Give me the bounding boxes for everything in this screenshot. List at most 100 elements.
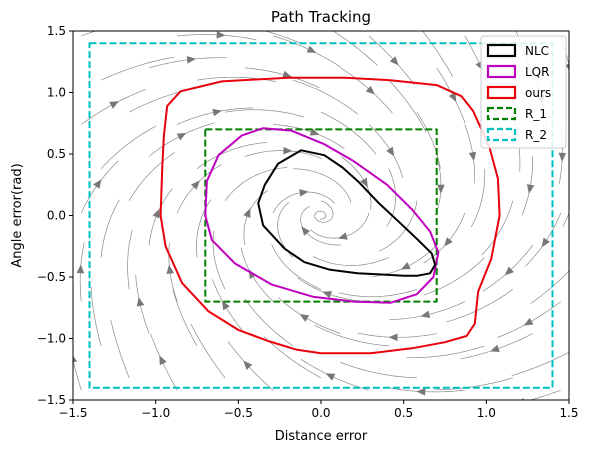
streamline [100,125,157,170]
chart-title: Path Tracking [271,8,371,26]
flow-arrow-icon [176,132,187,141]
flow-arrow-icon [216,31,226,39]
legend-label: LQR [525,65,549,79]
flow-arrow-icon [299,314,310,322]
legend-swatch [486,43,517,58]
flow-arrow-icon [504,266,514,276]
streamline [263,31,301,44]
flow-arrow-icon [301,226,310,236]
streamline [271,244,322,290]
streamline [90,286,102,346]
y-axis-label: Angle error(rad) [10,163,25,267]
streamline [530,270,569,304]
streamline [320,111,377,155]
streamline [128,152,175,201]
y-axis: −1.5 −1.0 −0.5 0.0 0.5 1.0 1.5 [37,24,73,407]
flow-arrow-icon [212,108,222,117]
flow-arrow-icon [416,387,426,396]
y-tick-label: −1.0 [37,332,66,346]
streamline [244,298,294,347]
streamline [314,200,334,223]
flow-arrow-icon [322,291,333,299]
streamline [511,351,569,377]
streamline [313,256,389,266]
x-tick-label: −0.5 [224,406,253,420]
legend-swatch [486,85,517,100]
flow-arrow-icon [448,92,457,103]
streamline [127,229,133,290]
x-axis-label: Distance error [275,429,368,444]
streamline [314,324,389,347]
flow-arrow-icon [136,297,145,307]
legend-label: ours [525,86,551,100]
streamline [172,289,198,347]
legend: NLC LQR ours R_1 R_2 [480,35,567,149]
flow-arrow-icon [388,333,398,342]
flow-arrow-icon [152,208,160,219]
x-tick-label: −1.0 [141,406,170,420]
flow-arrow-icon [526,184,535,194]
flow-arrow-icon [437,184,445,194]
series-r-2-line [88,42,554,389]
streamline [481,200,514,256]
streamline [263,336,322,379]
y-tick-label: 0.0 [47,209,66,223]
streamline [292,168,352,203]
flow-arrow-icon [541,237,550,248]
flow-arrow-icon [299,189,309,197]
streamline [190,323,226,379]
y-tick-label: 1.5 [47,24,66,38]
streamline [338,288,418,298]
flow-arrow-icon [468,151,477,162]
streamline [470,168,486,228]
flow-arrow-icon [159,355,167,366]
flow-arrow-icon [444,237,453,247]
flow-arrow-icon [360,177,368,188]
flow-arrow-icon [400,262,411,270]
streamline [225,109,304,118]
flow-arrow-icon [386,146,395,157]
flow-arrow-icon [490,344,500,352]
legend-swatch [486,64,517,79]
flow-arrow-icon [306,45,317,53]
y-tick-label: 1.0 [47,86,66,100]
x-tick-label: 0.0 [311,406,330,420]
series-lqr-line [204,127,440,304]
streamline [340,361,417,379]
flow-arrow-icon [337,232,348,240]
series-nlc-line [257,149,437,277]
flow-arrow-icon [190,180,200,190]
streamline [81,31,98,37]
streamline [434,377,513,391]
streamline [388,79,427,133]
series-ours-line [159,76,501,355]
y-tick-label: 0.5 [47,147,66,161]
streamline [110,319,130,379]
legend-label: R_1 [525,107,547,121]
legend-swatch [486,106,517,121]
flow-arrow-icon [221,300,230,311]
series-layer [88,42,554,389]
flow-arrow-icon [523,317,534,326]
streamline [562,212,569,227]
streamline [446,289,514,323]
flow-arrow-icon [365,85,375,95]
flow-arrow-icon [282,70,293,79]
x-tick-label: 1.5 [559,406,578,420]
streamline [416,112,441,169]
streamline [292,79,359,115]
flow-arrow-icon [186,56,197,64]
streamline [422,31,454,77]
streamline [386,168,396,227]
flow-arrow-icon [325,373,336,381]
flow-arrow-icon [558,152,567,162]
legend-frame [480,35,567,149]
streamline [529,389,561,400]
streamline [406,345,485,359]
legend-swatch [486,127,517,142]
x-axis: −1.5 −1.0 −0.5 0.0 0.5 1.0 1.5 [58,400,579,420]
streamline [100,199,120,258]
flow-arrow-icon [76,264,85,274]
streamline [196,142,267,170]
